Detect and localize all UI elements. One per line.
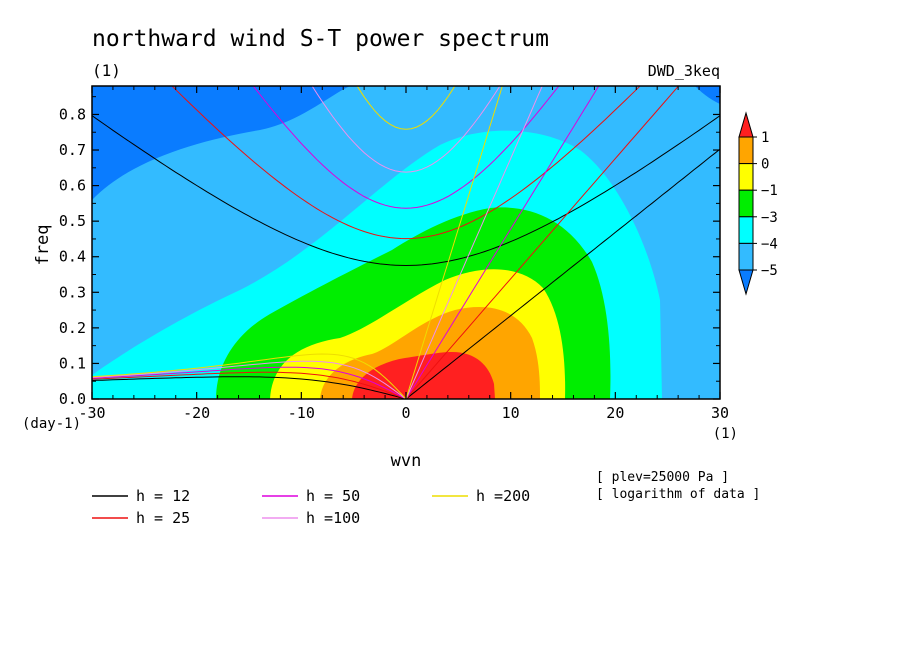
colorbar-label: −3 [761,210,778,226]
kelvin-curve [405,86,543,399]
rossby-curve [92,376,407,399]
y-tick-label: 0.8 [59,105,86,123]
colorbar: 1 0 −1 −3 −4 −5 [738,111,778,296]
y-tick-label: 0.7 [59,141,86,159]
y-axis: 0.0 0.1 0.2 0.3 0.4 0.5 0.6 0.7 0.8 [59,96,720,408]
gravity-curve [311,86,501,173]
level-above-1 [352,352,495,399]
kelvin-curve [405,86,503,399]
colorbar-label: 1 [761,130,769,146]
x-tick-label: 20 [606,404,624,422]
rossby-curve [92,360,407,399]
y-tick-label: 0.0 [59,390,86,408]
x-axis-label: wvn [391,451,422,471]
colorbar-label: −4 [761,236,778,252]
rossby-curve [92,371,407,399]
gravity-curve [252,86,560,209]
kelvin-curve [405,86,600,399]
y-tick-label: 0.3 [59,283,86,301]
colorbar-segment [738,216,754,244]
colorbar-segment [738,189,754,218]
colorbar-segment [738,163,754,191]
y-tick-label: 0.4 [59,248,86,266]
x-tick-label: 0 [401,404,410,422]
y-tick-label: 0.5 [59,212,86,230]
chart-subtitle-right: DWD_3keq [648,62,720,80]
legend: h = 12 h = 25 h = 50 h =100 h =200 [92,487,530,527]
colorbar-label: 0 [761,157,769,173]
gravity-curve [171,86,641,240]
chart-subtitle-left: (1) [92,61,121,80]
x-tick-label: -30 [78,404,105,422]
legend-label: h =100 [306,509,360,527]
colorbar-label: −5 [761,263,778,279]
legend-label: h = 12 [136,487,190,505]
power-field [92,86,720,399]
x-tick-label: -10 [288,404,315,422]
x-tick-label: -20 [183,404,210,422]
note-plev: [ plev=25000 Pa ] [596,470,729,485]
y-tick-label: 0.6 [59,177,86,195]
x-axis: -30 -20 -10 0 10 20 30 [78,86,729,422]
gravity-curve [92,115,720,267]
colorbar-bottom-arrow [738,269,754,296]
note-log: [ logarithm of data ] [596,487,760,502]
legend-label: h = 50 [306,487,360,505]
x-tick-label: 10 [502,404,520,422]
gravity-curve [356,86,456,130]
rossby-curve [92,353,407,399]
x-unit-label: (1) [713,426,738,442]
legend-label: h =200 [476,487,530,505]
colorbar-segment [738,136,754,165]
y-unit-label: (day-1) [22,416,81,432]
kelvin-curve [405,148,720,399]
colorbar-top-arrow [738,111,754,138]
dispersion-curves [92,86,720,399]
kelvin-curve [405,86,680,399]
x-tick-label: 30 [711,404,729,422]
colorbar-label: −1 [761,183,778,199]
y-axis-label: freq [33,225,53,266]
chart-title: northward wind S-T power spectrum [92,26,549,52]
rossby-curve [92,366,407,399]
legend-label: h = 25 [136,509,190,527]
y-tick-label: 0.1 [59,354,86,372]
y-tick-label: 0.2 [59,319,86,337]
colorbar-segment [738,242,754,271]
